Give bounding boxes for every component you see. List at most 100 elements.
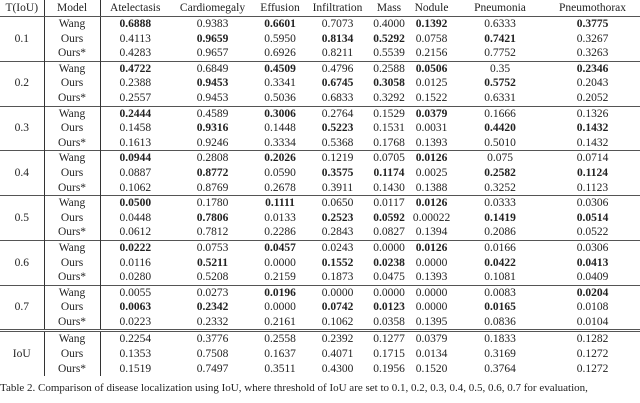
value-cell: 0.0590 (264, 166, 296, 179)
value-cell: 0.1393 (415, 271, 448, 284)
value-cell: 0.2161 (264, 315, 296, 328)
value-cell: 0.0125 (415, 77, 448, 90)
header-cardiomegaly: Cardiomegaly (170, 0, 255, 17)
value-cell: 0.5036 (264, 91, 296, 104)
value-cell: 0.4796 (305, 60, 370, 77)
value-cell: 0.0063 (119, 301, 152, 314)
value-cell: 0.3341 (264, 77, 296, 90)
value-cell: 0.1062 (321, 315, 354, 328)
value-cell: 0.2557 (119, 91, 152, 104)
value-cell: 0.0592 (373, 211, 405, 224)
header-pneumonia: Pneumonia (455, 0, 545, 17)
table-row: 0.7 Wang 0.0055 0.0273 0.0196 0.0000 0.0000 0.0… (0, 284, 640, 331)
value-cell: 0.2388 (119, 77, 152, 90)
value-cell: 0.2444 (100, 105, 170, 122)
value-cell: 0.0243 (305, 239, 370, 256)
header-effusion: Effusion (255, 0, 305, 17)
value-cell: 0.9657 (196, 47, 229, 60)
value-cell: 0.1780 (170, 195, 255, 211)
value-cell: 0.35 (455, 60, 545, 77)
value-cell: 0.3511 (264, 362, 296, 375)
model-cell: Wang (44, 284, 101, 301)
value-cell: 0.4071 (321, 348, 354, 361)
value-cell: 0.3764 (484, 362, 516, 375)
header-infiltration: Infiltration (305, 0, 370, 17)
value-cell: 0.0000 (305, 284, 370, 301)
value-cell: 0.9453 (196, 91, 229, 104)
value-cell: 0.2764 (305, 105, 370, 122)
value-cell: 0.3006 (255, 105, 305, 122)
table-row: Ours 0.1353 0.7508 0.1637 0.4071 0.1715 0.0134… (0, 347, 640, 362)
value-cell: 0.1448 (264, 122, 296, 135)
value-cell: 0.2523 (321, 211, 354, 224)
value-cell: 0.7073 (321, 18, 354, 30)
value-cell: 0.7812 (196, 226, 229, 239)
value-cell: 0.00022 (412, 211, 451, 224)
value-cell: 0.0650 (305, 195, 370, 211)
value-cell: 0.0514 (576, 211, 609, 224)
model-cell: Ours* (44, 90, 101, 107)
table-body: 0.1 Wang 0.6888 0.9383 0.6601 0.7073 0.4000 0.1… (0, 16, 640, 377)
value-cell: 0.4509 (255, 60, 305, 77)
value-cell: 0.7421 (484, 32, 516, 45)
model-cell: Wang (44, 239, 101, 256)
value-cell: 0.2808 (170, 150, 255, 166)
value-cell: 0.4113 (119, 32, 151, 45)
threshold-cell: 0.4 (0, 150, 45, 196)
model-cell: Ours (44, 255, 101, 271)
value-cell: 0.0475 (373, 271, 405, 284)
value-cell: 0.7508 (196, 348, 229, 361)
value-cell: 0.0204 (545, 284, 640, 301)
value-cell: 0.7497 (196, 362, 229, 375)
value-cell: 0.0836 (484, 315, 516, 328)
threshold-cell: 0.1 (0, 16, 45, 62)
table-row: 0.2 Wang 0.4722 0.6849 0.4509 0.4796 0.2588 0.0… (0, 60, 640, 107)
model-cell: Ours* (44, 270, 101, 286)
value-cell: 0.0166 (455, 239, 545, 256)
value-cell: 0.0123 (373, 301, 405, 314)
value-cell: 0.1394 (415, 226, 448, 239)
value-cell: 0.6926 (264, 47, 296, 60)
value-cell: 0.0758 (415, 32, 448, 45)
value-cell: 0.3911 (321, 181, 354, 194)
value-cell: 0.9316 (196, 122, 229, 135)
value-cell: 0.1272 (576, 362, 609, 375)
value-cell: 0.5292 (373, 32, 405, 45)
value-cell: 0.0522 (576, 226, 609, 239)
table-row: Ours 0.2388 0.9453 0.3341 0.6745 0.3058 0.0125… (0, 76, 640, 91)
value-cell: 0.6745 (321, 77, 354, 90)
threshold-cell: IoU (0, 329, 45, 377)
model-cell: Ours* (44, 180, 101, 196)
value-cell: 0.1111 (255, 195, 305, 211)
value-cell: 0.0000 (415, 301, 448, 314)
value-cell: 0.0133 (264, 211, 296, 224)
table-row: Ours* 0.4283 0.9657 0.6926 0.8211 0.5539 0.215… (0, 46, 640, 62)
table-row: Ours 0.0116 0.5211 0.0000 0.1552 0.0238 0.0000… (0, 255, 640, 271)
value-cell: 0.5208 (196, 271, 229, 284)
value-cell: 0.0134 (415, 348, 448, 361)
value-cell: 0.0742 (321, 301, 354, 314)
value-cell: 0.3775 (576, 18, 609, 30)
value-cell: 0.0000 (264, 301, 296, 314)
value-cell: 0.1432 (576, 122, 609, 135)
value-cell: 0.0031 (415, 122, 448, 135)
table-row: Ours 0.0063 0.2342 0.0000 0.0742 0.0123 0.0000… (0, 300, 640, 315)
header-nodule: Nodule (408, 0, 455, 17)
table-row: 0.3 Wang 0.2444 0.4589 0.3006 0.2764 0.1529 0.0… (0, 105, 640, 151)
value-cell: 0.6849 (170, 60, 255, 77)
value-cell: 0.1519 (119, 362, 152, 375)
value-cell: 0.1219 (305, 150, 370, 166)
model-cell: Ours (44, 300, 101, 315)
value-cell: 0.1833 (455, 329, 545, 348)
header-mass: Mass (370, 0, 408, 17)
value-cell: 0.075 (455, 150, 545, 166)
value-cell: 0.1552 (321, 256, 354, 269)
value-cell: 0.3776 (170, 329, 255, 348)
model-cell: Ours* (44, 361, 101, 377)
value-cell: 0.0196 (255, 284, 305, 301)
value-cell: 0.1326 (545, 105, 640, 122)
results-table: T(IoU) Model Atelectasis Cardiomegaly Ef… (0, 0, 640, 377)
value-cell: 0.2052 (576, 91, 609, 104)
threshold-cell: 0.2 (0, 60, 45, 107)
table-row: Ours* 0.1613 0.9246 0.3334 0.5368 0.1768 0.139… (0, 135, 640, 151)
